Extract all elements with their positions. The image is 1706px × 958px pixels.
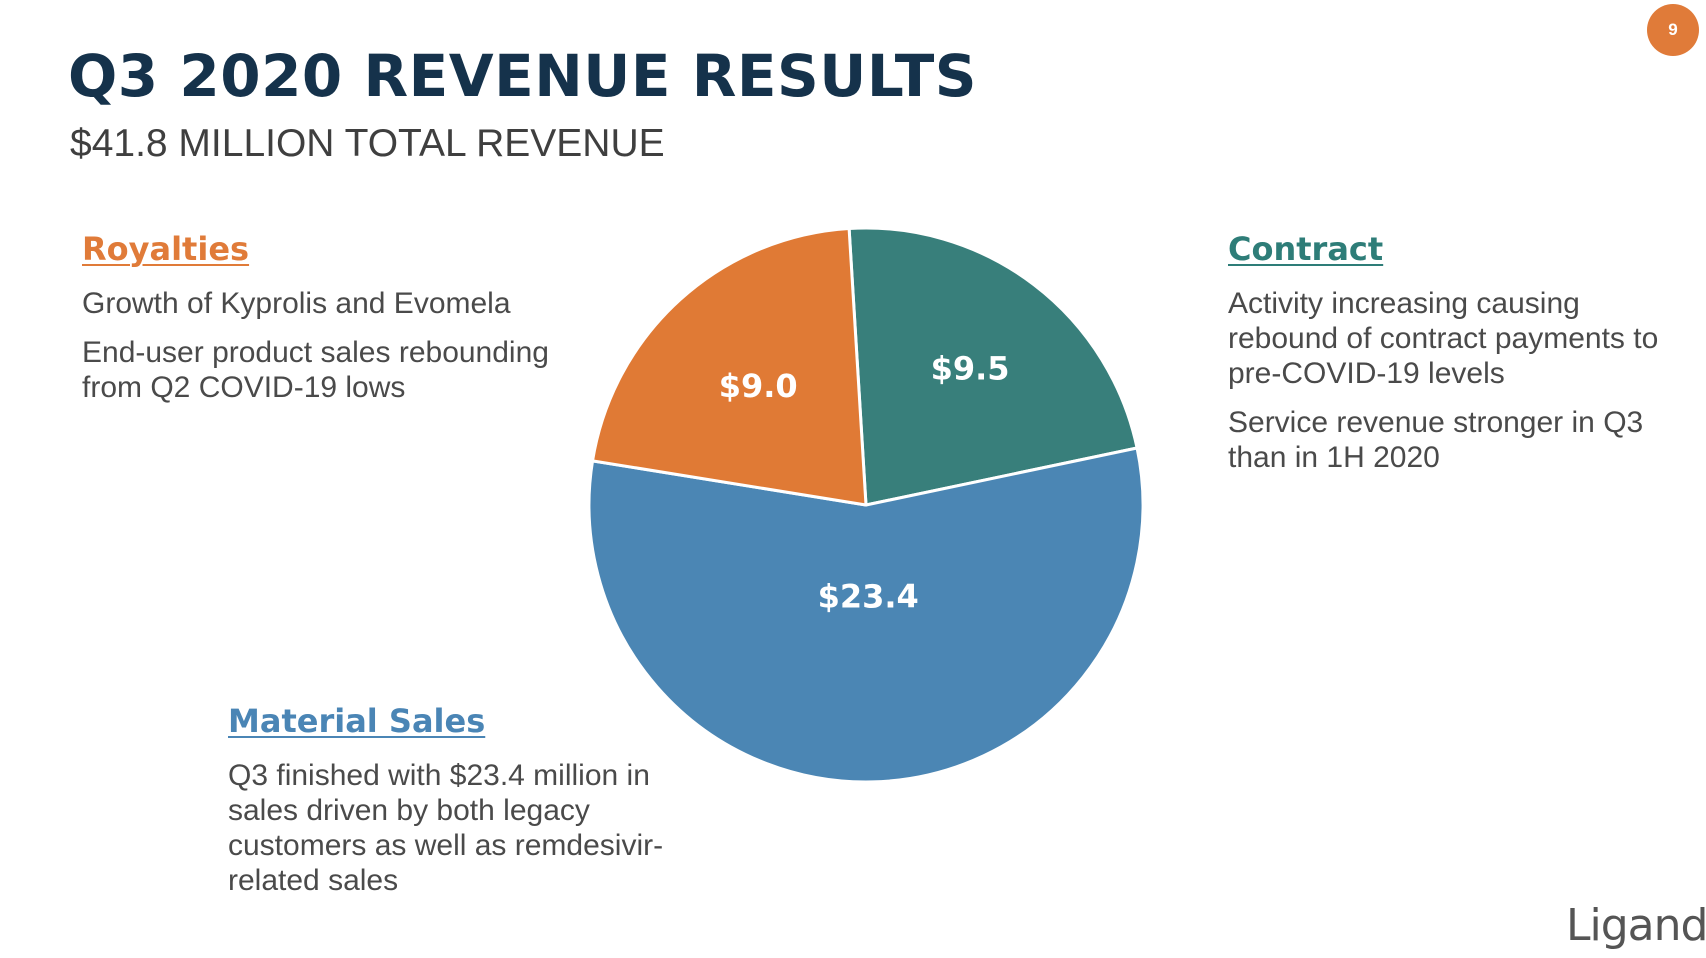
pie-label-material-sales: $23.4 <box>818 577 919 615</box>
royalties-section: Royalties Growth of Kyprolis and Evomela… <box>82 230 572 419</box>
page-number-badge: 9 <box>1647 4 1699 56</box>
material-sales-heading: Material Sales <box>228 702 486 740</box>
slide-title: Q3 2020 REVENUE RESULTS <box>68 42 978 110</box>
logo-text: Ligand <box>1566 900 1706 951</box>
pie-slice-royalties <box>591 227 868 507</box>
royalties-heading: Royalties <box>82 230 250 268</box>
pie-slice-contract <box>847 226 1139 507</box>
royalties-text-2: End-user product sales rebounding from Q… <box>82 336 549 404</box>
contract-heading: Contract <box>1228 230 1384 268</box>
pie-label-contract: $9.5 <box>931 349 1010 387</box>
contract-section: Contract Activity increasing causing reb… <box>1228 230 1698 489</box>
material-sales-section: Material Sales Q3 finished with $23.4 mi… <box>228 702 668 912</box>
slide-subtitle: $41.8 MILLION TOTAL REVENUE <box>70 122 665 165</box>
pie-slice-material-sales <box>587 446 1145 784</box>
material-sales-text-1: Q3 finished with $23.4 million in sales … <box>228 759 664 897</box>
royalties-text-1: Growth of Kyprolis and Evomela <box>82 287 511 320</box>
contract-text-2: Service revenue stronger in Q3 than in 1… <box>1228 406 1644 474</box>
contract-text-1: Activity increasing causing rebound of c… <box>1228 287 1659 390</box>
pie-label-royalties: $9.0 <box>719 367 798 405</box>
ligand-logo: Ligand® <box>1566 900 1706 951</box>
